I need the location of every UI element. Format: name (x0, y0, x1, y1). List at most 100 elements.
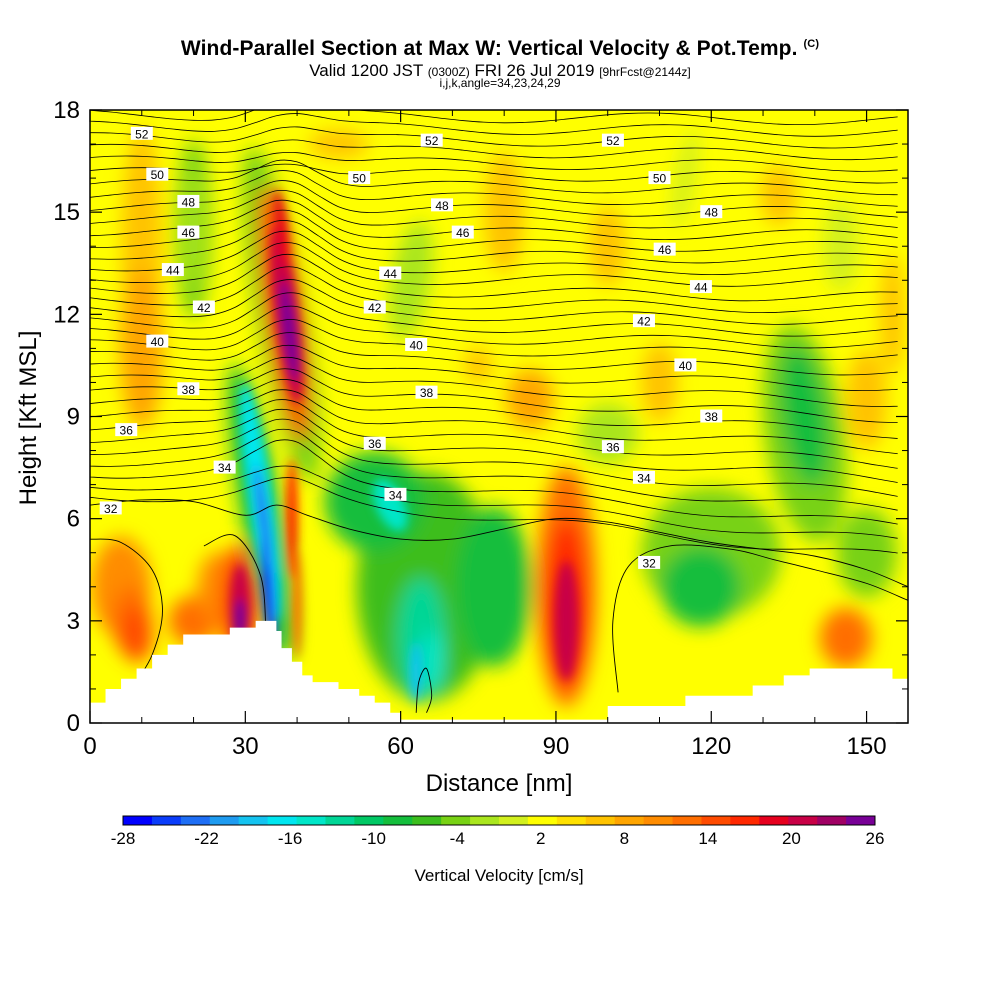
contour-label-bg (115, 423, 138, 437)
contour-label: 34 (637, 471, 651, 485)
contour-label: 42 (637, 315, 651, 329)
velocity-blob (308, 130, 369, 159)
theta-contour (90, 110, 898, 126)
theta-contour (90, 538, 163, 690)
theta-contour (90, 180, 898, 218)
theta-contour (415, 667, 433, 713)
velocity-blob (506, 369, 555, 430)
x-tick-label: 150 (847, 733, 887, 760)
theta-contour (90, 465, 898, 539)
theta-contour (90, 344, 898, 392)
contour-label-bg (177, 194, 200, 208)
velocity-blob (846, 349, 887, 450)
chart-subtitle: Valid 1200 JST (0300Z) FRI 26 Jul 2019 [… (0, 61, 1000, 81)
contour-label-bg (384, 487, 407, 501)
contour-label: 38 (420, 386, 434, 400)
velocity-blob (285, 458, 298, 579)
colorbar-frame (122, 815, 876, 826)
contour-label-bg (130, 126, 153, 140)
colorbar-segment (701, 816, 731, 825)
theta-contour (612, 544, 908, 693)
theta-contour (90, 389, 898, 455)
valid-time: Valid 1200 JST (309, 61, 423, 80)
x-tick-label: 120 (691, 733, 731, 760)
contour-label: 48 (705, 206, 719, 220)
velocity-blob (589, 206, 626, 287)
velocity-blob (484, 152, 525, 273)
theta-contour (90, 253, 898, 302)
theta-contour (203, 534, 267, 638)
y-tick-label: 9 (67, 404, 80, 431)
theta-contour (90, 209, 898, 252)
velocity-blob (254, 464, 273, 574)
colorbar-tick-label: -22 (194, 829, 219, 848)
theta-contour (90, 356, 898, 407)
theta-contour (90, 113, 898, 137)
theta-contour (90, 220, 898, 264)
theta-contour (90, 399, 898, 469)
copyright-mark: (C) (803, 38, 820, 50)
contour-label-bg (177, 382, 200, 396)
colorbar-segment (412, 816, 442, 825)
chart-params: i,j,k,angle=34,23,24,29 (439, 76, 561, 90)
contour-label: 36 (120, 424, 134, 438)
contour-label: 44 (384, 267, 398, 281)
y-tick-label: 3 (67, 608, 80, 635)
colorbar-segment (325, 816, 355, 825)
theta-contours (90, 110, 908, 713)
velocity-blob (464, 347, 493, 384)
theta-contour (90, 199, 898, 240)
forecast-info: [9hrFcst@2144z] (599, 65, 691, 79)
velocity-blob (455, 506, 532, 667)
contour-label: 36 (606, 441, 620, 455)
contour-label-bg (638, 555, 661, 569)
contour-label-bg (689, 280, 712, 294)
theta-contour (90, 266, 898, 313)
contour-label: 50 (353, 172, 367, 186)
theta-contour (90, 319, 898, 361)
contour-label-bg (451, 225, 474, 239)
colorbar-segment (296, 816, 326, 825)
field-core-layer (230, 189, 579, 702)
chart-title: Wind-Parallel Section at Max W: Vertical… (0, 37, 1000, 61)
colorbar-segment (383, 816, 413, 825)
contour-label-bg (348, 171, 371, 185)
colorbar-segment (759, 816, 789, 825)
contour-label-bg (601, 440, 624, 454)
contour-label-bg (674, 358, 697, 372)
contour-label: 32 (642, 556, 656, 570)
theta-contour (90, 418, 898, 497)
colorbar-tick-label: -28 (111, 829, 136, 848)
contour-label-bg (415, 385, 438, 399)
velocity-blob (822, 201, 859, 292)
contour-label-bg (700, 409, 723, 423)
y-axis-label: Height [Kft MSL] (15, 331, 42, 506)
chart-title-main: Wind-Parallel Section at Max W: Vertical… (180, 37, 798, 60)
theta-contour (90, 408, 898, 483)
contour-label: 42 (368, 301, 382, 315)
theta-contour (90, 292, 898, 337)
colorbar-tick-label: -16 (278, 829, 303, 848)
colorbar-segment (585, 816, 616, 825)
colorbar-segment (180, 816, 211, 825)
contour-label: 34 (389, 488, 403, 502)
colorbar-segment (643, 816, 673, 825)
velocity-blob (660, 546, 741, 627)
velocity-blob (836, 507, 897, 598)
contour-label: 50 (653, 172, 667, 186)
contour-label-bg (146, 167, 169, 181)
theta-contour (90, 139, 898, 161)
colorbar: -28 -22 -16 -10 -4 2 8 14 20 26 (111, 815, 884, 848)
theta-contour (90, 368, 898, 424)
contour-label-bg (632, 470, 655, 484)
x-tick-label: 0 (83, 733, 96, 760)
contour-label: 52 (425, 134, 439, 148)
contour-label: 36 (368, 437, 382, 451)
colorbar-segment (527, 816, 558, 825)
contour-label: 42 (197, 301, 211, 315)
velocity-blob (672, 128, 699, 228)
contour-label-bg (146, 334, 169, 348)
contour-label-bg (379, 266, 402, 280)
colorbar-tick-label: -4 (450, 829, 465, 848)
